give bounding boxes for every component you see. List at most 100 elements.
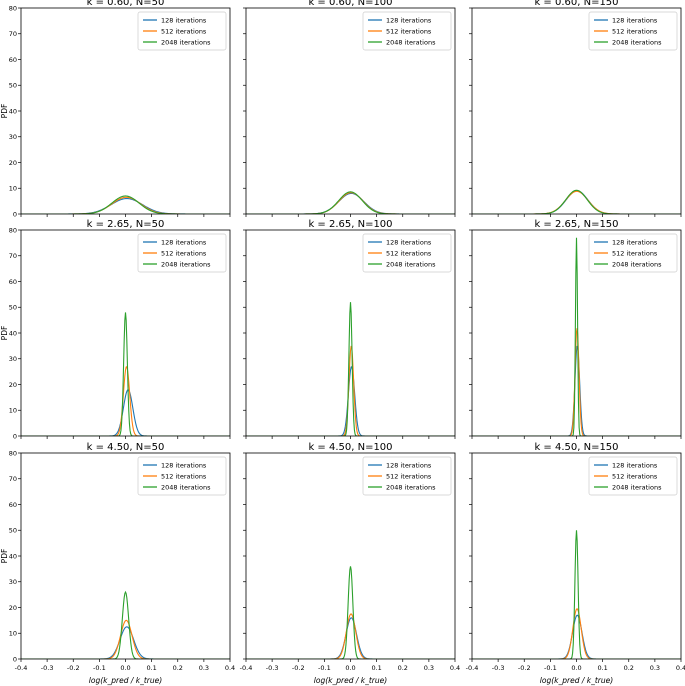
y-tick-label: 10 <box>9 630 17 638</box>
series-line-512 <box>246 192 455 214</box>
legend-box <box>362 456 452 496</box>
x-tick-label: -0.2 <box>67 664 80 672</box>
y-tick-label: 60 <box>9 501 17 509</box>
x-tick-label: 0.3 <box>650 664 660 672</box>
y-tick-label: 50 <box>9 527 17 535</box>
curves <box>21 312 230 436</box>
legend-box <box>362 11 452 51</box>
y-tick-label: 80 <box>9 449 17 457</box>
x-tick-label: 0.2 <box>624 664 634 672</box>
legend-label: 2048 iterations <box>161 38 211 46</box>
y-tick-label: 40 <box>9 107 17 115</box>
legend-label: 2048 iterations <box>386 38 436 46</box>
legend-label: 128 iterations <box>386 238 432 246</box>
x-tick-label: -0.3 <box>41 664 54 672</box>
legend-box <box>362 233 452 273</box>
legend-label: 512 iterations <box>612 249 658 257</box>
legend-label: 128 iterations <box>386 461 432 469</box>
panel-title: k = 0.60, N=150 <box>534 0 618 8</box>
series-line-512 <box>21 619 230 659</box>
x-tick-label: 0.4 <box>450 664 460 672</box>
y-tick-label: 10 <box>9 407 17 415</box>
curves <box>246 566 455 659</box>
legend-label: 512 iterations <box>386 27 432 35</box>
series-line-128 <box>246 365 455 436</box>
panel-1: k = 0.60, N=50 0 10 20 30 40 50 60 70 80 PDF 128 it… <box>0 0 231 218</box>
legend-box <box>137 456 227 496</box>
y-axis-label: PDF <box>0 326 9 341</box>
x-tick-label: 0.3 <box>424 664 434 672</box>
y-tick-label: 30 <box>9 578 17 586</box>
y-tick-label: 50 <box>9 304 17 312</box>
y-axis-label: PDF <box>0 104 9 119</box>
series-line-512 <box>472 608 681 659</box>
x-tick-label: 0.4 <box>225 664 235 672</box>
legend-label: 512 iterations <box>386 472 432 480</box>
x-tick-label: 0.1 <box>597 664 607 672</box>
x-tick-label: -0.4 <box>15 664 28 672</box>
panel-title: k = 0.60, N=100 <box>308 0 392 8</box>
legend-box <box>137 11 227 51</box>
curves <box>246 191 455 214</box>
panel-9: k = 4.50, N=150 -0.4 -0.3 -0.2 -0.1 0.0 0.1 0.2… <box>466 442 685 685</box>
y-tick-label: 30 <box>9 133 17 141</box>
series-line-128 <box>472 190 681 214</box>
legend-label: 2048 iterations <box>612 483 662 491</box>
panel-title: k = 0.60, N=50 <box>87 0 165 8</box>
series-line-512 <box>246 345 455 436</box>
legend: 128 iterations 512 iterations 2048 iterati… <box>588 11 678 51</box>
series-line-512 <box>472 190 681 214</box>
legend-label: 2048 iterations <box>612 38 662 46</box>
x-tick-label: -0.3 <box>492 664 505 672</box>
legend-label: 2048 iterations <box>161 260 211 268</box>
panel-2: k = 0.60, N=100 128 iterations 512 iterati… <box>243 0 456 217</box>
x-tick-label: 0.0 <box>571 664 581 672</box>
legend-label: 2048 iterations <box>612 260 662 268</box>
x-tick-label: 0.0 <box>345 664 355 672</box>
legend: 128 iterations 512 iterations 2048 iterati… <box>362 11 452 51</box>
x-tick-label: 0.2 <box>173 664 183 672</box>
panel-3: k = 0.60, N=150 128 iterations 512 iterati… <box>469 0 682 217</box>
x-tick-label: 0.0 <box>120 664 130 672</box>
y-tick-label: 70 <box>9 252 17 260</box>
panel-6: k = 2.65, N=150 128 iterations 512 iterati… <box>469 219 682 439</box>
series-line-128 <box>21 626 230 659</box>
curves <box>472 189 681 214</box>
legend-label: 512 iterations <box>612 27 658 35</box>
legend-label: 128 iterations <box>161 16 207 24</box>
series-line-128 <box>246 617 455 659</box>
panel-8: k = 4.50, N=100 -0.4 -0.3 -0.2 -0.1 0.0 0.1 0.2… <box>240 442 461 685</box>
series-line-512 <box>246 613 455 659</box>
series-line-512 <box>21 196 230 214</box>
y-tick-label: 0 <box>13 210 17 218</box>
series-line-128 <box>472 614 681 659</box>
legend-box <box>588 456 678 496</box>
x-axis-label: log(k_pred / k_true) <box>89 676 162 685</box>
legend-label: 2048 iterations <box>386 483 436 491</box>
legend-box <box>137 233 227 273</box>
curves <box>21 195 230 214</box>
legend: 128 iterations 512 iterations 2048 iterati… <box>588 456 678 496</box>
series-line-2048 <box>472 189 681 214</box>
y-tick-label: 0 <box>13 432 17 440</box>
x-tick-label: 0.1 <box>371 664 381 672</box>
x-tick-label: -0.2 <box>292 664 305 672</box>
x-axis-label: log(k_pred / k_true) <box>540 676 613 685</box>
panel-5: k = 2.65, N=100 128 iterations 512 iterati… <box>243 219 456 439</box>
legend: 128 iterations 512 iterations 2048 iterati… <box>137 11 227 51</box>
legend-label: 128 iterations <box>386 16 432 24</box>
x-axis-label: log(k_pred / k_true) <box>314 676 387 685</box>
series-line-512 <box>21 365 230 436</box>
x-tick-label: -0.4 <box>240 664 253 672</box>
x-tick-label: 0.1 <box>146 664 156 672</box>
legend-label: 128 iterations <box>161 238 207 246</box>
y-tick-label: 30 <box>9 355 17 363</box>
legend-label: 128 iterations <box>612 238 658 246</box>
y-tick-label: 50 <box>9 82 17 90</box>
x-tick-label: -0.3 <box>266 664 279 672</box>
legend-label: 512 iterations <box>161 27 207 35</box>
x-tick-label: 0.4 <box>676 664 685 672</box>
legend-box <box>588 233 678 273</box>
series-line-128 <box>21 197 230 214</box>
